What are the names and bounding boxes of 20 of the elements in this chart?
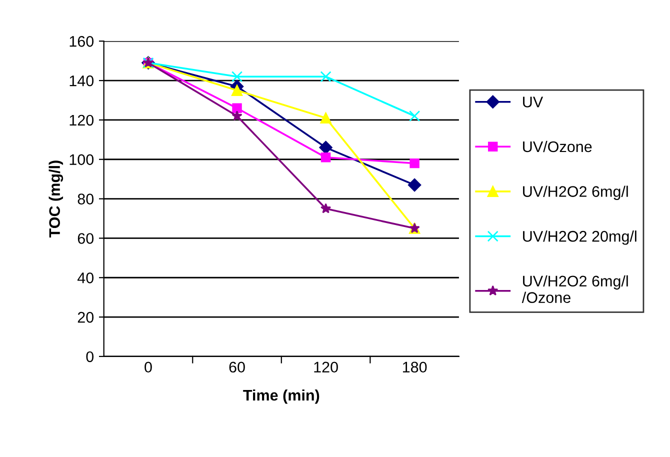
x-tick-label: 180: [402, 362, 427, 373]
y-tick-label: 120: [70, 114, 94, 126]
y-tick-label: 80: [78, 194, 94, 204]
x-tick-label: 60: [229, 362, 245, 373]
legend-label: UV/H2O2 20mg/l: [523, 230, 636, 245]
legend-label: UV/Ozone: [523, 140, 592, 152]
y-tick-label: 60: [78, 233, 94, 244]
legend-label: UV: [523, 96, 544, 108]
y-tick-label: 40: [77, 272, 94, 284]
legend-label: UV/H2O2 6mg/l /Ozone: [522, 275, 628, 304]
x-tick-label: 120: [314, 362, 338, 373]
legend-label: UV/H2O2 6mg/l: [523, 186, 628, 200]
y-tick-label: 140: [70, 75, 94, 86]
y-axis-title: TOC (mg/l): [48, 160, 64, 238]
y-tick-label: 20: [78, 312, 94, 323]
y-tick-label: 0: [86, 351, 94, 362]
y-tick-label: 160: [70, 36, 94, 47]
x-tick-label: 0: [144, 362, 152, 373]
y-tick-label: 100: [70, 154, 94, 166]
x-axis-title: Time (min): [243, 389, 320, 404]
